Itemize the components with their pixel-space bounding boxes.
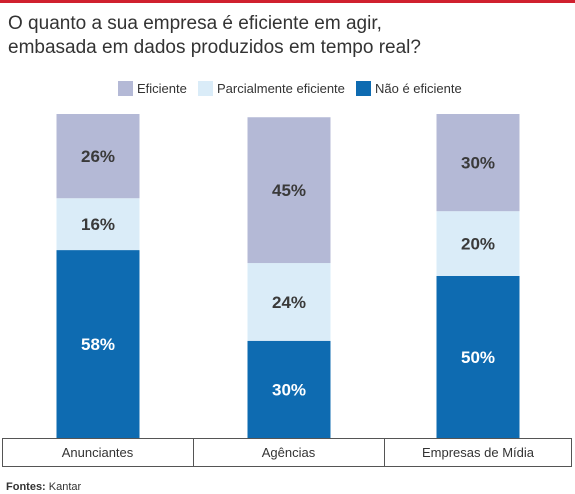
chart-title: O quanto a sua empresa é eficiente em ag…: [8, 12, 568, 60]
bar-segment-parcialmente-eficiente: [247, 263, 331, 341]
data-label: 26%: [81, 147, 115, 166]
chart-legend: Eficiente Parcialmente eficiente Não é e…: [0, 78, 575, 98]
data-label: 50%: [461, 348, 495, 367]
bar-segment-eficiente: [436, 114, 520, 212]
chart-title-line-2: embasada em dados produzidos em tempo re…: [8, 37, 421, 58]
source-label: Fontes:: [6, 481, 46, 493]
data-label: 30%: [461, 154, 495, 173]
data-label: 20%: [461, 235, 495, 254]
legend-item-eficiente: Eficiente: [118, 78, 187, 98]
legend-label-parcial: Parcialmente eficiente: [217, 80, 345, 96]
data-label: 45%: [272, 181, 306, 200]
data-label: 30%: [272, 380, 306, 399]
data-label: 24%: [272, 293, 306, 312]
data-label: 58%: [81, 335, 115, 354]
bar-segment-parcialmente-eficiente: [56, 198, 140, 251]
category-axis-box: [2, 438, 572, 467]
legend-label-eficiente: Eficiente: [137, 80, 187, 96]
source-value: Kantar: [48, 481, 82, 493]
bar-segment-parcialmente-eficiente: [436, 211, 520, 276]
legend-label-nao: Não é eficiente: [375, 80, 462, 96]
top-accent-rule: [0, 0, 575, 3]
data-label: 16%: [81, 215, 115, 234]
bar-segment-eficiente: [56, 114, 140, 199]
chart-title-line-1: O quanto a sua empresa é eficiente em ag…: [8, 13, 382, 34]
legend-swatch-nao: [356, 80, 371, 96]
bar-segment-n-o-eficiente: [247, 340, 331, 438]
category-label: Agências: [262, 445, 316, 460]
category-label: Empresas de Mídia: [422, 445, 535, 460]
bar-segment-eficiente: [247, 117, 331, 264]
source-note: Fontes: Kantar: [6, 481, 81, 493]
bar-segment-n-o-eficiente: [436, 276, 520, 438]
category-label: Anunciantes: [62, 445, 134, 460]
legend-swatch-eficiente: [118, 80, 133, 96]
legend-item-nao: Não é eficiente: [356, 78, 462, 98]
bar-segment-n-o-eficiente: [56, 250, 140, 438]
legend-swatch-parcial: [198, 80, 213, 96]
legend-item-parcial: Parcialmente eficiente: [198, 78, 345, 98]
